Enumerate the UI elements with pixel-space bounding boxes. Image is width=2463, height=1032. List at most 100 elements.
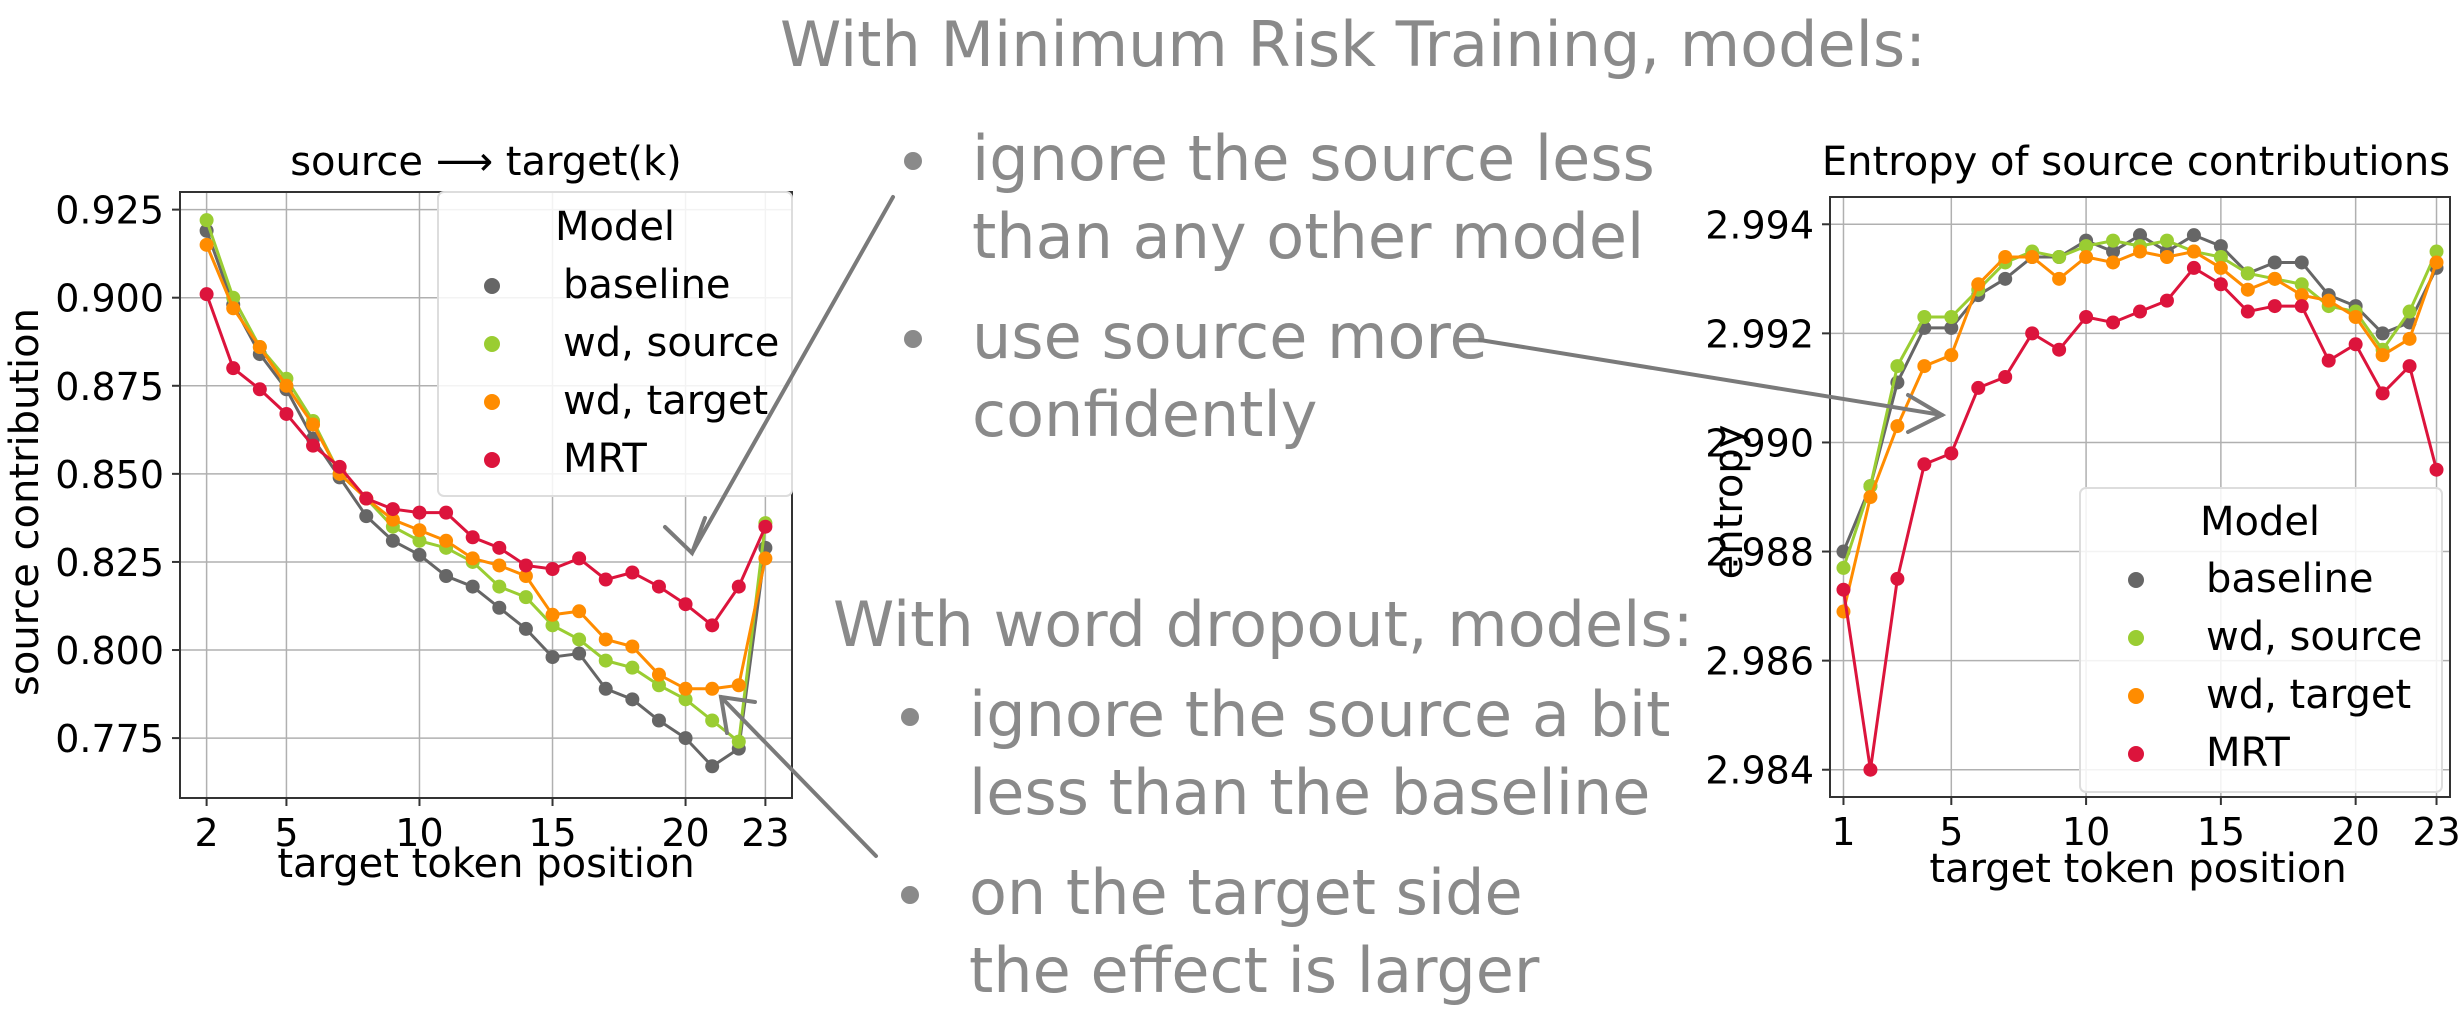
data-point: [385, 512, 400, 527]
y-tick-label: 0.925: [55, 189, 164, 233]
data-point: [2375, 326, 2390, 341]
data-point: [2375, 348, 2390, 363]
data-point: [412, 505, 427, 520]
data-point: [2186, 244, 2201, 259]
series-line: [205, 230, 767, 769]
data-point: [731, 579, 746, 594]
data-point: [2213, 239, 2228, 254]
data-point: [412, 547, 427, 562]
data-point: [572, 632, 587, 647]
mrt-bullet-list: ignore the source less than any other mo…: [900, 120, 1655, 476]
y-tick-label: 2.990: [1705, 421, 1814, 465]
legend-label: baseline: [2206, 556, 2374, 602]
series-mrt: [199, 287, 773, 633]
data-point: [2267, 255, 2282, 270]
legend-label: wd, source: [563, 320, 779, 366]
data-point: [2402, 331, 2417, 346]
data-point: [1998, 271, 2013, 286]
series-line: [205, 244, 767, 691]
data-point: [625, 660, 640, 675]
data-point: [678, 692, 693, 707]
data-point: [1917, 457, 1932, 472]
legend-title: Model: [2200, 499, 2320, 545]
data-point: [518, 590, 533, 605]
data-point: [651, 713, 666, 728]
data-point: [572, 604, 587, 619]
data-point: [758, 551, 773, 566]
y-tick-label: 0.825: [55, 541, 164, 585]
series-wd-target: [199, 237, 773, 696]
data-point: [439, 505, 454, 520]
data-point: [2294, 277, 2309, 292]
data-point: [226, 301, 241, 316]
legend-marker: [484, 452, 500, 468]
bullet-text: on the target side the effect is larger: [969, 856, 1540, 1007]
bullet-text: ignore the source less than any other mo…: [972, 122, 1655, 273]
y-tick-label: 2.994: [1705, 203, 1814, 247]
data-point: [1998, 250, 2013, 264]
data-point: [651, 678, 666, 693]
legend-box: [2079, 487, 2443, 793]
data-point: [705, 759, 720, 774]
data-point: [2052, 250, 2067, 264]
data-point: [545, 607, 560, 622]
wd-bullet-target-side: on the target side the effect is larger: [897, 854, 1670, 1010]
x-ticks: 1 5 10 15 20 23: [1831, 797, 2461, 854]
legend-marker: [484, 336, 500, 352]
x-tick-label: 15: [528, 811, 576, 855]
x-tick-label: 23: [741, 811, 789, 855]
data-point: [2079, 310, 2094, 324]
data-point: [2267, 299, 2282, 314]
data-point: [2429, 255, 2444, 270]
x-tick-label: 1: [1831, 810, 1855, 854]
data-point: [1917, 359, 1932, 374]
data-point: [2025, 326, 2040, 341]
data-point: [625, 565, 640, 580]
data-point: [2159, 250, 2174, 264]
data-point: [1998, 370, 2013, 384]
data-point: [199, 213, 214, 228]
data-point: [2240, 304, 2255, 319]
data-point: [598, 681, 613, 696]
legend-marker: [2128, 746, 2144, 762]
data-point: [306, 417, 321, 432]
x-tick-label: 23: [2412, 810, 2460, 854]
series-mrt: [1836, 260, 2444, 777]
data-point: [1944, 348, 1959, 363]
data-point: [2429, 244, 2444, 259]
y-tick-label: 2.992: [1705, 312, 1814, 356]
data-point: [572, 551, 587, 566]
y-tick-label: 0.900: [55, 277, 164, 321]
data-point: [2348, 310, 2363, 324]
data-point: [2052, 271, 2067, 286]
data-point: [2079, 250, 2094, 264]
y-tick-label: 0.775: [55, 717, 164, 761]
data-point: [1971, 277, 1986, 292]
data-point: [2348, 337, 2363, 352]
data-point: [279, 406, 294, 421]
data-point: [465, 551, 480, 566]
data-point: [705, 713, 720, 728]
data-point: [2159, 293, 2174, 308]
data-point: [2159, 233, 2174, 248]
data-point: [492, 540, 507, 555]
legend-label: wd, target: [563, 378, 768, 424]
y-axis-label: source contribution: [2, 308, 48, 696]
data-point: [2106, 315, 2121, 330]
legend-label: wd, source: [2206, 614, 2422, 660]
data-point: [1944, 446, 1959, 461]
bullet-text: ignore the source a bit less than the ba…: [969, 678, 1671, 829]
x-axis-label: target token position: [1929, 846, 2346, 892]
data-point: [2321, 293, 2336, 308]
y-tick-label: 0.850: [55, 453, 164, 497]
x-ticks: 2 5 10 15 20 23: [195, 798, 790, 855]
data-point: [678, 597, 693, 612]
data-point: [2213, 277, 2228, 292]
series-lines: [1836, 228, 2444, 777]
legend-title: Model: [555, 204, 675, 250]
data-point: [1863, 762, 1878, 777]
x-tick-label: 5: [1939, 810, 1963, 854]
data-point: [705, 681, 720, 696]
data-point: [465, 530, 480, 545]
data-point: [598, 653, 613, 668]
